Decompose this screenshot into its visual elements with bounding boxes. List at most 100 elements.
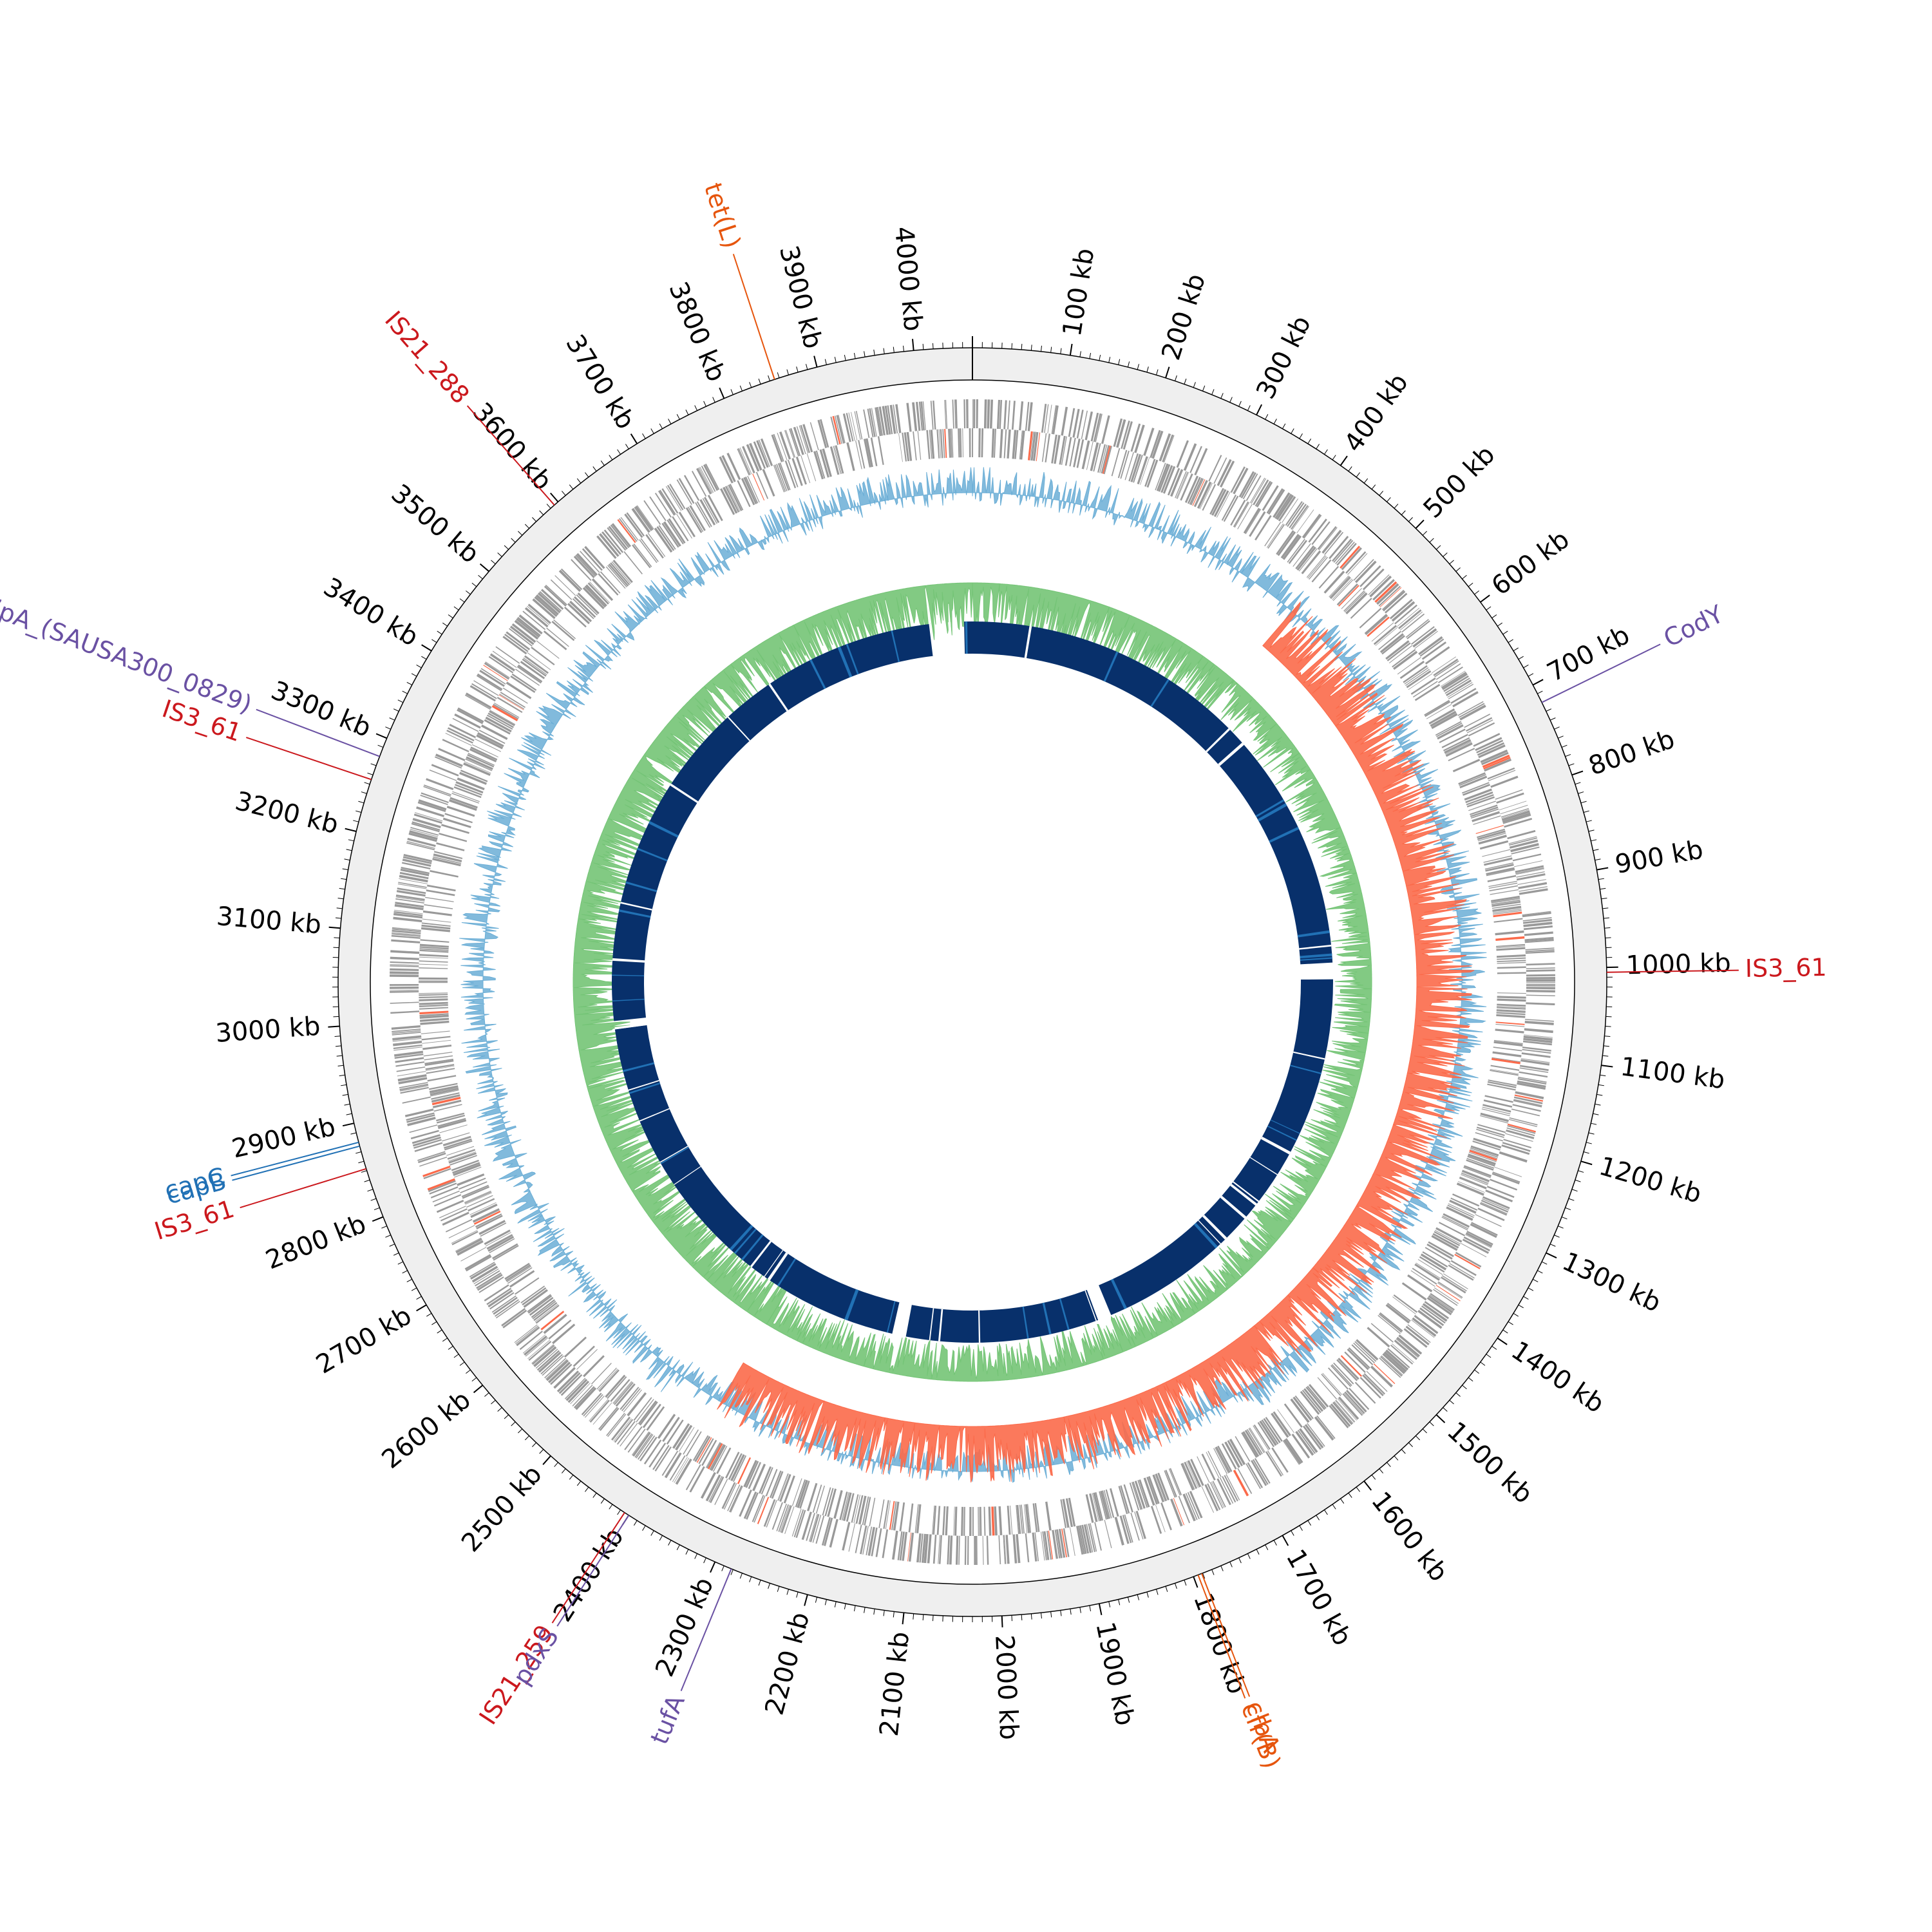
blast-gap-line <box>846 643 859 675</box>
scale-tick <box>377 744 384 748</box>
gene-feature <box>1526 985 1555 987</box>
gene-feature <box>1396 1336 1421 1358</box>
gene-feature <box>1477 833 1506 842</box>
gene-feature <box>518 614 543 635</box>
gene-feature <box>1461 1173 1488 1184</box>
gene-feature <box>1194 448 1208 476</box>
blast-gap-line <box>660 1146 689 1164</box>
gene-feature <box>1425 701 1451 717</box>
gene-feature <box>875 407 882 436</box>
gene-feature <box>1430 710 1457 727</box>
gene-feature <box>1150 430 1161 459</box>
scale-tick <box>358 800 365 804</box>
gene-feature <box>540 1311 565 1331</box>
scale-tick <box>1568 1198 1575 1201</box>
gene-feature <box>1356 1339 1379 1361</box>
scale-tick <box>341 878 347 880</box>
blast-gap-line <box>764 1250 784 1277</box>
gene-feature <box>627 1392 647 1417</box>
gene-feature <box>421 1030 450 1034</box>
scale-tick <box>815 1596 818 1603</box>
scale-tick <box>1273 419 1277 424</box>
gene-feature <box>412 1136 441 1147</box>
gene-feature <box>524 655 549 674</box>
gene-feature <box>1367 1327 1390 1348</box>
gene-feature <box>1332 1401 1353 1425</box>
scale-tick <box>1371 484 1376 489</box>
gene-feature <box>424 1055 453 1061</box>
gene-feature <box>517 664 543 683</box>
scale-tick <box>1591 839 1597 842</box>
gene-feature <box>457 707 484 723</box>
gene-feature <box>615 1383 636 1407</box>
gene-feature <box>920 401 925 431</box>
gene-feature <box>1342 1393 1363 1416</box>
gene-feature <box>912 402 918 431</box>
gene-feature <box>795 1479 806 1508</box>
scale-tick <box>1591 1122 1597 1125</box>
gene-feature <box>1292 506 1309 531</box>
scale-tick <box>1363 1481 1372 1491</box>
gene-feature <box>1512 1104 1541 1112</box>
gene-feature <box>1499 1151 1528 1163</box>
gene-feature <box>658 490 676 516</box>
blast-gap-line <box>1267 1125 1297 1141</box>
gene-feature <box>1449 1199 1477 1214</box>
gene-feature <box>494 1299 519 1317</box>
scale-tick <box>600 460 605 466</box>
gene-feature <box>1111 448 1121 477</box>
scale-tick <box>1580 800 1587 804</box>
gene-feature <box>1316 1415 1336 1439</box>
scale-tick <box>1565 1207 1571 1211</box>
scale-tick <box>421 656 427 660</box>
gene-feature <box>1466 794 1494 806</box>
gene-feature <box>1334 1401 1354 1424</box>
gene-feature <box>709 1444 724 1470</box>
gene-feature <box>1099 444 1108 473</box>
gene-feature <box>1450 688 1477 704</box>
gene-feature <box>930 401 934 430</box>
gene-feature <box>488 712 514 728</box>
scale-tick <box>1356 472 1360 478</box>
scale-tick <box>630 433 638 444</box>
gene-feature <box>1245 1463 1262 1490</box>
gene-feature <box>1103 1490 1112 1519</box>
gene-feature <box>601 531 621 555</box>
scale-tick <box>1408 517 1413 522</box>
gene-feature <box>1502 1142 1531 1152</box>
gene-feature <box>1216 491 1231 518</box>
gene-feature <box>1103 1490 1111 1519</box>
gene-feature <box>1176 471 1188 499</box>
scale-tick <box>1220 1566 1224 1571</box>
scale-tick <box>1165 1586 1168 1592</box>
gc-skew-track <box>573 582 1475 1483</box>
gene-feature <box>778 1473 789 1501</box>
scale-tick <box>348 839 354 842</box>
gene-feature <box>531 1344 554 1364</box>
gene-feature <box>1466 1231 1493 1245</box>
gene-feature <box>533 1302 558 1321</box>
gene-feature <box>1056 1529 1063 1558</box>
gene-feature <box>1524 938 1554 942</box>
gene-feature <box>575 554 596 577</box>
gene-feature <box>1155 1473 1166 1502</box>
scale-tick <box>1578 791 1584 794</box>
gene-feature <box>1523 922 1553 927</box>
gene-feature <box>433 853 462 863</box>
gene-feature <box>871 408 877 437</box>
gene-feature <box>1463 1236 1490 1252</box>
gene-feature <box>1428 1241 1454 1258</box>
gene-feature <box>1495 1028 1524 1034</box>
gene-feature <box>944 429 947 459</box>
gene-feature <box>776 464 788 491</box>
gene-feature <box>741 478 755 506</box>
gene-feature <box>824 1488 834 1517</box>
gene-feature <box>1095 413 1103 442</box>
gene-feature <box>463 762 491 776</box>
gene-feature <box>1183 443 1197 471</box>
gene-feature <box>1097 444 1106 473</box>
gene-feature <box>1241 1432 1258 1458</box>
gene-feature <box>419 946 449 950</box>
gene-feature <box>1271 1447 1289 1473</box>
gene-feature <box>449 799 477 811</box>
